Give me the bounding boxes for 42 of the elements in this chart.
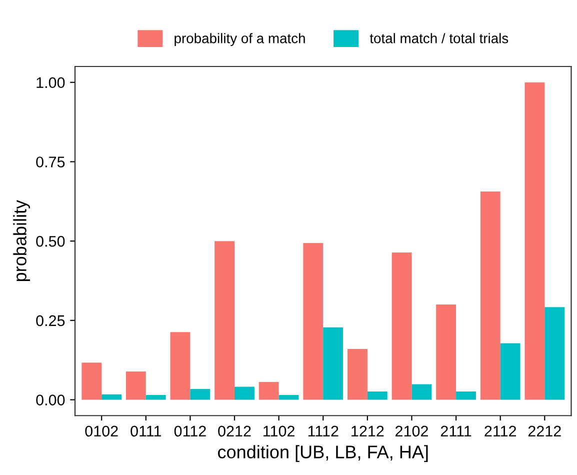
bar bbox=[234, 386, 254, 400]
bar bbox=[278, 394, 299, 400]
y-tick-label: 0.75 bbox=[36, 156, 65, 168]
bar bbox=[500, 343, 520, 400]
bar bbox=[102, 394, 122, 400]
x-tick-label: 0111 bbox=[130, 426, 162, 437]
bar bbox=[347, 348, 368, 400]
y-tick-label: 1.00 bbox=[36, 77, 65, 88]
bar bbox=[524, 82, 545, 400]
x-tick-label: 2102 bbox=[396, 426, 428, 437]
bar bbox=[303, 242, 324, 400]
x-tick-label: 1102 bbox=[264, 426, 294, 437]
bar bbox=[436, 304, 456, 400]
x-axis-title: condition [UB, LB, FA, HA] bbox=[218, 445, 428, 462]
x-tick-label: 0102 bbox=[85, 426, 118, 437]
bar bbox=[412, 384, 432, 400]
y-tick-label: 0.00 bbox=[36, 394, 65, 406]
bar bbox=[544, 307, 565, 400]
x-tick-label: 2112 bbox=[484, 426, 516, 436]
y-tick-label: 0.50 bbox=[36, 236, 65, 247]
legend-label: total match / total trials bbox=[370, 33, 508, 44]
bar bbox=[323, 327, 344, 400]
x-tick-label: 1212 bbox=[352, 426, 384, 436]
x-tick-label: 1112 bbox=[308, 426, 338, 436]
x-tick-label: 0112 bbox=[174, 426, 206, 437]
y-axis-title: probability bbox=[13, 200, 30, 282]
bar bbox=[214, 241, 235, 400]
bar bbox=[82, 362, 102, 400]
legend-label: probability of a match bbox=[174, 33, 305, 46]
x-tick-label: 2212 bbox=[528, 426, 561, 436]
x-tick-label: 2111 bbox=[440, 426, 472, 436]
bar bbox=[258, 382, 279, 400]
bar bbox=[456, 392, 476, 400]
bar bbox=[126, 372, 146, 400]
bar bbox=[392, 252, 412, 400]
bar bbox=[146, 394, 166, 400]
bar bbox=[480, 192, 500, 400]
bar bbox=[190, 388, 210, 400]
bar bbox=[367, 392, 388, 400]
x-tick-label: 0212 bbox=[218, 426, 251, 437]
y-tick-label: 0.25 bbox=[36, 315, 65, 326]
bar bbox=[170, 332, 190, 400]
